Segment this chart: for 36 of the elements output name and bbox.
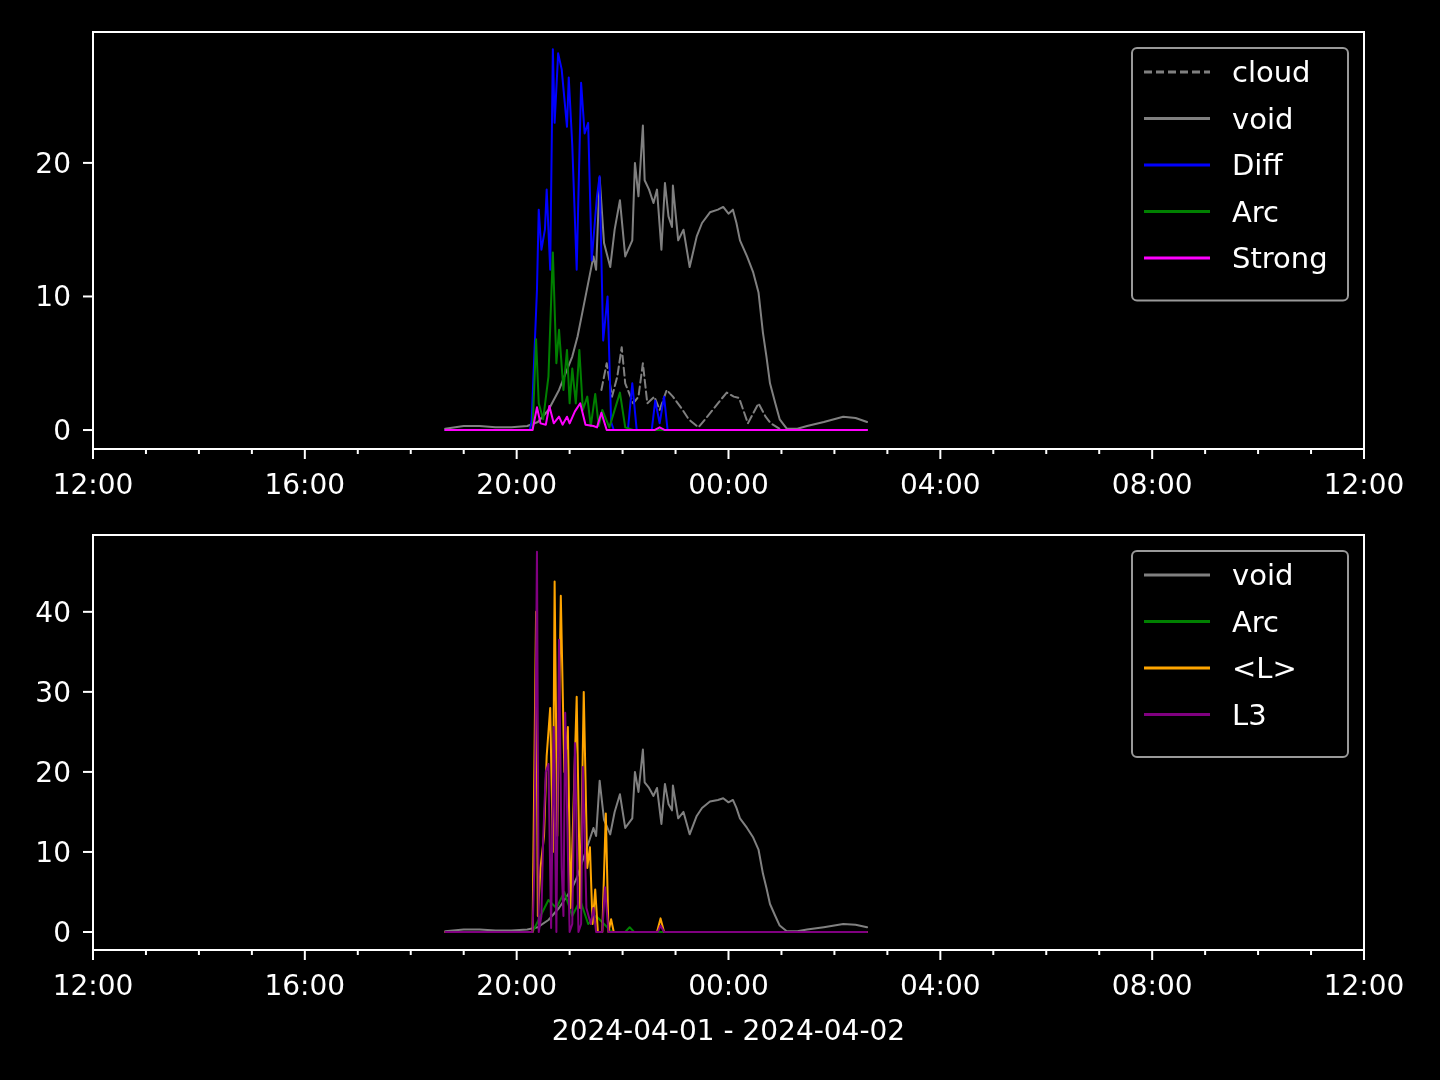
- x-axis-title: 2024-04-01 - 2024-04-02: [551, 1014, 906, 1047]
- y-tick-label: 40: [35, 595, 71, 629]
- legend-label: L3: [1232, 697, 1267, 732]
- x-tick-label: 20:00: [476, 468, 558, 501]
- line-series: [444, 748, 869, 933]
- x-tick-label: 12:00: [52, 969, 134, 1002]
- legend-label: Arc: [1232, 194, 1280, 229]
- y-tick-label: 10: [35, 835, 71, 869]
- x-tick-label: 04:00: [899, 468, 981, 501]
- y-tick-label: 30: [35, 675, 71, 709]
- y-tick-label: 10: [35, 280, 71, 314]
- line-series: [444, 402, 869, 432]
- y-tick-label: 20: [35, 755, 71, 789]
- x-tick-label: 00:00: [688, 468, 769, 501]
- x-tick-label: 16:00: [264, 969, 346, 1002]
- x-tick-label: 08:00: [1111, 969, 1193, 1002]
- legend-label: Strong: [1232, 241, 1328, 275]
- x-tick-label: 20:00: [476, 969, 558, 1002]
- x-tick-label: 12:00: [1323, 969, 1405, 1002]
- x-tick-label: 04:00: [899, 969, 981, 1002]
- legend-label: void: [1232, 558, 1294, 592]
- y-tick-label: 20: [35, 146, 71, 180]
- x-tick-label: 00:00: [688, 969, 769, 1002]
- x-tick-label: 08:00: [1111, 468, 1193, 501]
- y-tick-label: 0: [53, 915, 71, 949]
- legend-label: Arc: [1232, 604, 1280, 639]
- line-series: [444, 124, 869, 430]
- x-tick-label: 12:00: [1323, 468, 1405, 501]
- line-series: [600, 346, 783, 432]
- x-tick-label: 16:00: [264, 468, 346, 501]
- legend-label: Diff: [1232, 148, 1284, 182]
- x-tick-label: 12:00: [52, 468, 134, 501]
- y-tick-label: 0: [53, 414, 71, 448]
- legend-label: <L>: [1232, 651, 1297, 685]
- legend-label: void: [1232, 101, 1294, 136]
- legend-label: cloud: [1232, 55, 1311, 89]
